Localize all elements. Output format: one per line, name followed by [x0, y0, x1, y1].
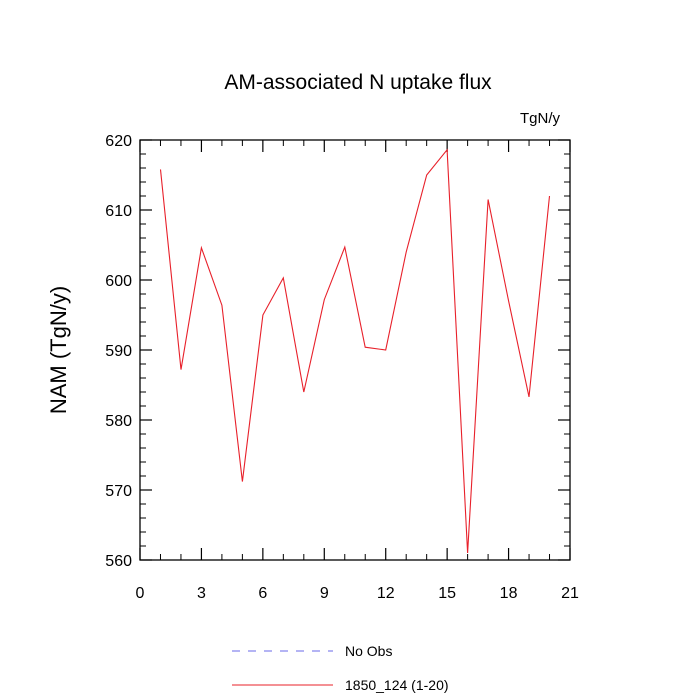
- x-tick-label: 6: [258, 585, 267, 602]
- x-tick-label: 12: [377, 585, 395, 602]
- chart-title: AM-associated N uptake flux: [224, 71, 492, 94]
- y-axis-label: NAM (TgN/y): [46, 286, 71, 414]
- legend-label: No Obs: [345, 643, 392, 659]
- x-tick-label: 3: [197, 585, 206, 602]
- legend: No Obs 1850_124 (1-20): [232, 643, 449, 693]
- x-tick-label: 21: [561, 585, 579, 602]
- units-label: TgN/y: [520, 110, 561, 127]
- axes: 0 3 6 9 12 15 18 21 560 570 580 590 600 610 620: [105, 133, 579, 602]
- y-tick-label: 590: [105, 343, 132, 360]
- legend-label: 1850_124 (1-20): [345, 677, 449, 693]
- y-tick-label: 610: [105, 203, 132, 220]
- x-tick-label: 18: [500, 585, 518, 602]
- y-tick-label: 620: [105, 133, 132, 150]
- plot-frame: [139, 139, 571, 561]
- y-tick-label: 560: [105, 553, 132, 570]
- series-line: [159, 148, 551, 554]
- x-tick-label: 9: [320, 585, 329, 602]
- plot-area: [159, 148, 551, 554]
- y-tick-label: 570: [105, 483, 132, 500]
- x-tick-label: 0: [136, 585, 145, 602]
- x-tick-label: 15: [438, 585, 456, 602]
- y-tick-label: 580: [105, 413, 132, 430]
- y-tick-label: 600: [105, 273, 132, 290]
